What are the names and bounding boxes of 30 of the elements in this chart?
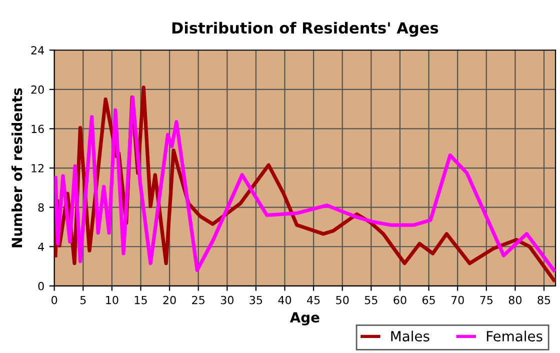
x-tick-label: 70 [451,296,464,304]
x-tick-label: 10 [106,296,118,304]
x-tick-label: 0 [52,296,58,304]
legend-label: Females [486,330,542,342]
x-tick-label: 35 [250,296,262,304]
x-tick-label: 40 [278,296,292,304]
x-tick-label: 85 [538,296,550,304]
y-tick-label: 20 [31,85,44,94]
x-tick-label: 25 [192,296,204,304]
x-tick-label: 55 [364,296,378,304]
x-tick-label: 50 [336,296,349,304]
x-tick-label: 45 [307,296,320,304]
chart-title: Distribution of Residents' Ages [172,22,438,37]
y-tick-label: 24 [31,46,44,54]
x-tick-label: 15 [134,296,147,304]
legend-label: Males [391,330,430,342]
x-tick-label: 65 [422,296,435,304]
x-tick-label: 80 [508,296,522,304]
y-tick-label: 4 [38,242,44,251]
x-tick-label: 30 [220,296,234,304]
y-axis-title: Number of residents [11,88,22,248]
x-tick-label: 60 [394,296,406,304]
y-tick-label: 8 [38,203,44,212]
y-tick-label: 0 [38,282,44,290]
x-tick-label: 5 [80,296,86,304]
x-axis-title: Age [290,312,320,326]
x-tick-label: 20 [163,296,176,304]
x-tick-label: 75 [480,296,492,304]
y-tick-label: 12 [32,164,44,172]
y-tick-label: 16 [32,124,44,134]
